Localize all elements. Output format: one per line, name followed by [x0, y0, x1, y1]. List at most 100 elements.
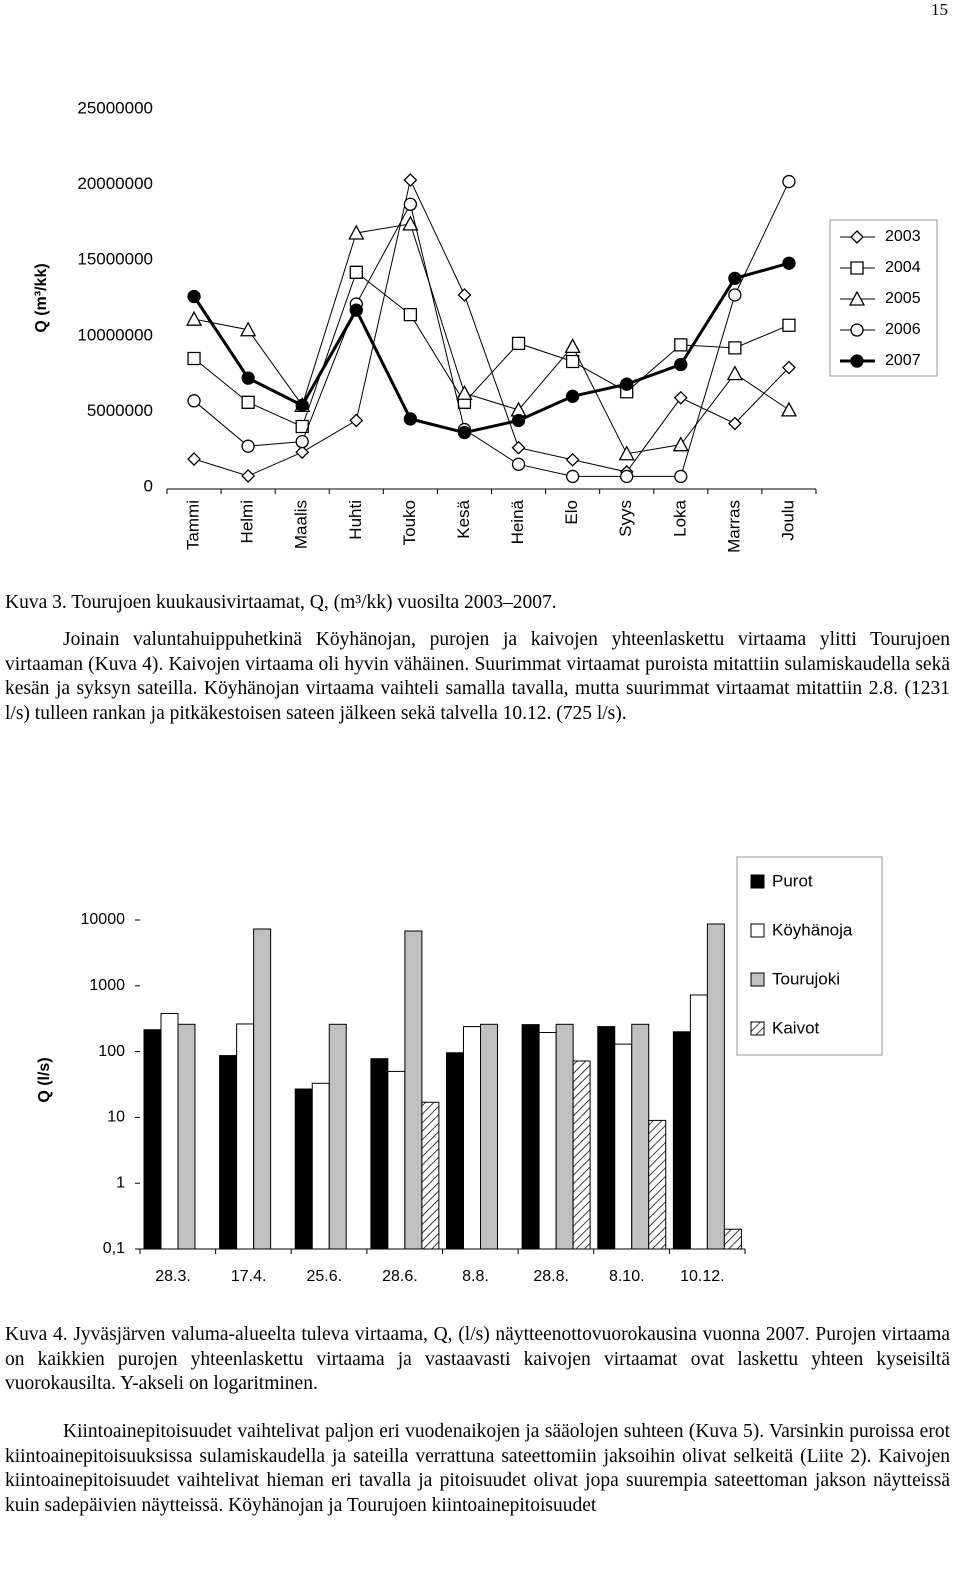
bar — [421, 1101, 440, 1250]
x-tick-label: 25.6. — [306, 1268, 342, 1285]
data-point — [241, 395, 255, 409]
series-line — [193, 181, 790, 477]
x-tick-label: 28.3. — [155, 1268, 191, 1285]
series-line — [193, 178, 790, 477]
data-point — [403, 307, 418, 322]
x-tick-label: Syys — [616, 500, 635, 537]
data-point — [511, 440, 526, 455]
data-point — [674, 357, 688, 372]
data-point — [565, 452, 580, 467]
x-tick-label: Heinä — [508, 499, 527, 544]
legend-label: Kaivot — [772, 1018, 820, 1037]
data-point — [782, 318, 796, 332]
y-tick-label: 5000000 — [87, 401, 153, 420]
data-point — [187, 289, 201, 304]
legend-marker — [850, 261, 864, 275]
data-point — [295, 398, 309, 412]
bar — [723, 1228, 742, 1250]
data-point — [240, 321, 257, 337]
data-point — [618, 445, 635, 461]
data-point — [402, 215, 419, 231]
data-point — [241, 371, 255, 385]
paragraph: Kiintoainepitoisuudet vaihtelivat paljon… — [5, 1421, 950, 1516]
data-point — [403, 173, 418, 187]
data-point — [782, 174, 796, 189]
data-point — [565, 354, 580, 369]
y-tick-label: 10000 — [81, 911, 126, 928]
x-tick-label: 28.6. — [382, 1268, 418, 1285]
y-tick-label: 20000000 — [77, 174, 153, 193]
data-point — [727, 416, 742, 431]
data-point — [782, 256, 796, 270]
legend-label: 2006 — [885, 321, 921, 338]
page-number: 15 — [931, 0, 948, 19]
legend-swatch — [750, 972, 765, 987]
y-tick-label: 100 — [98, 1043, 125, 1060]
data-point — [185, 310, 203, 326]
series-line — [192, 261, 790, 435]
data-point — [565, 389, 580, 403]
data-point — [241, 439, 255, 453]
bar — [294, 1088, 313, 1250]
x-tick-label: Tammi — [184, 500, 203, 550]
legend-label: Purot — [772, 871, 813, 890]
data-point — [187, 351, 201, 366]
data-point — [620, 377, 634, 391]
legend-label: 2003 — [885, 228, 921, 245]
bar — [555, 1023, 574, 1250]
y-tick-label: 1000 — [89, 977, 125, 994]
bar — [572, 1060, 591, 1250]
y-tick-label: 0 — [144, 476, 153, 495]
x-tick-label: 8.8. — [462, 1268, 489, 1285]
legend-label: Tourujoki — [772, 969, 840, 988]
x-tick-label: Touko — [400, 500, 419, 545]
legend-swatch — [750, 923, 765, 938]
y-tick-label: 10000000 — [77, 325, 153, 344]
x-tick-label: Marras — [724, 500, 743, 553]
legend-marker — [850, 323, 864, 337]
bar — [597, 1026, 616, 1250]
y-tick-label: 10 — [107, 1109, 125, 1126]
x-tick-label: 28.8. — [533, 1268, 569, 1285]
bar — [648, 1119, 667, 1250]
legend-swatch — [750, 1021, 765, 1036]
data-point — [564, 338, 581, 354]
bar — [177, 1023, 196, 1250]
y-tick-label: 0,1 — [103, 1240, 125, 1257]
bar — [538, 1032, 557, 1250]
bar — [706, 923, 725, 1250]
x-tick-label: Helmi — [238, 500, 257, 543]
y-tick-label: 15000000 — [77, 250, 153, 269]
bar — [160, 1012, 179, 1250]
bar — [672, 1031, 691, 1250]
bar — [631, 1023, 650, 1250]
data-point — [457, 425, 472, 440]
legend-label: 2007 — [885, 352, 921, 369]
x-tick-label: 8.10. — [609, 1268, 645, 1285]
legend-marker — [850, 354, 864, 368]
data-point — [728, 288, 742, 302]
data-point — [674, 469, 688, 484]
data-point — [620, 469, 634, 484]
series-line — [193, 223, 790, 455]
bar — [446, 1052, 464, 1250]
legend-marker — [850, 230, 864, 244]
data-point — [673, 390, 688, 405]
bar — [370, 1058, 389, 1250]
data-point — [348, 224, 365, 240]
bar — [404, 930, 423, 1250]
bar — [143, 1029, 162, 1250]
paragraph: Joinain valuntahuippuhetkinä Köyhänojan,… — [5, 629, 950, 724]
bar — [236, 1023, 255, 1250]
data-point — [403, 412, 418, 426]
data-point — [187, 394, 201, 408]
data-point — [456, 384, 473, 400]
data-point — [349, 303, 363, 317]
data-point — [511, 457, 526, 471]
legend-label: Köyhänoja — [772, 920, 853, 939]
bar — [311, 1082, 330, 1250]
data-point — [403, 197, 418, 211]
bar — [614, 1043, 633, 1250]
x-tick-label: Maalis — [292, 500, 311, 549]
